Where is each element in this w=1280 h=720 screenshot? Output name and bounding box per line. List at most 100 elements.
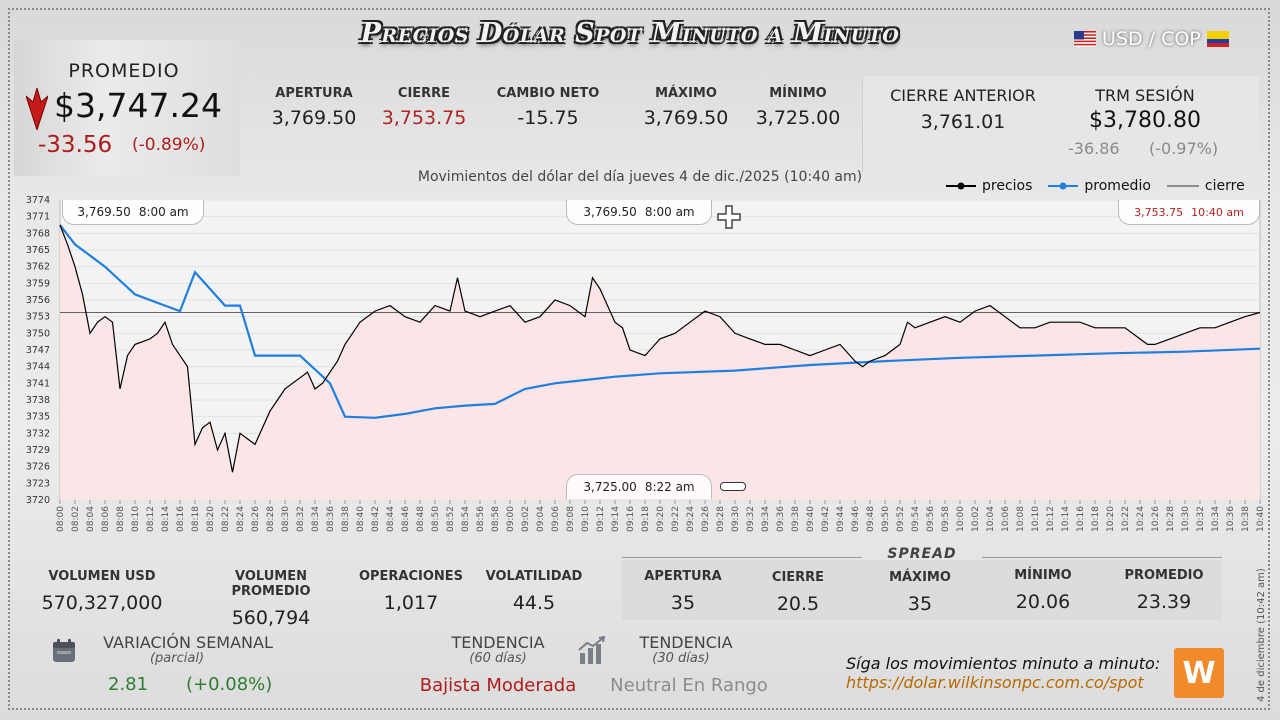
stat-label: CIERRE (397, 86, 451, 101)
x-tick-label: 09:02 (521, 506, 531, 532)
x-tick-label: 10:40 (1256, 506, 1266, 532)
y-tick-label: 3756 (26, 295, 50, 306)
x-tick-label: 10:24 (1136, 506, 1146, 532)
x-tick-label: 10:28 (1166, 506, 1176, 532)
x-tick-label: 10:30 (1181, 506, 1191, 532)
x-tick-label: 10:34 (1211, 506, 1221, 532)
legend-cierre: cierre (1166, 178, 1245, 194)
x-tick-label: 08:48 (416, 506, 426, 532)
stat-maximo: MÁXIMO 3,769.50 (634, 86, 738, 129)
spread-title: SPREAD (887, 546, 957, 562)
x-tick-label: 08:18 (191, 506, 201, 532)
x-tick-label: 09:52 (896, 506, 906, 532)
promedio-line (59, 224, 1261, 419)
promedio-change: -33.56 (38, 132, 113, 158)
spread-maximo: MÁXIMO 35 (866, 570, 974, 615)
stat-value: 44.5 (512, 592, 556, 614)
y-tick-label: 3723 (26, 478, 50, 489)
us-flag-icon (1074, 31, 1096, 47)
stat-label: APERTURA (275, 86, 353, 101)
x-tick-label: 10:02 (971, 506, 981, 532)
y-tick-label: 3720 (26, 495, 50, 506)
spread-value: 20.5 (776, 593, 820, 615)
stat-label: VOLUMEN PROMEDIO (231, 569, 311, 599)
x-tick-label: 08:42 (371, 506, 381, 532)
variacion-pct: (+0.08%) (186, 674, 273, 695)
x-tick-label: 08:24 (236, 506, 246, 532)
x-tick-label: 09:10 (581, 506, 591, 532)
x-tick-label: 09:04 (536, 506, 546, 532)
x-tick-label: 08:50 (431, 506, 441, 532)
x-tick-label: 10:18 (1091, 506, 1101, 532)
y-tick-label: 3732 (26, 428, 50, 439)
x-tick-label: 08:32 (296, 506, 306, 532)
annotation-value: 3,769.50 (77, 205, 131, 219)
x-tick-label: 10:26 (1151, 506, 1161, 532)
x-tick-label: 09:12 (596, 506, 606, 532)
legend-precios-label: precios (982, 178, 1033, 194)
spread-label: MÁXIMO (889, 570, 951, 585)
x-tick-label: 09:22 (671, 506, 681, 532)
y-tick-label: 3765 (26, 245, 50, 256)
stat-minimo: MÍNIMO 3,725.00 (746, 86, 850, 129)
footer-cta: Síga los movimientos minuto a minuto: (846, 654, 1161, 673)
x-tick-label: 08:28 (266, 506, 276, 532)
scroll-handle[interactable] (720, 482, 746, 491)
footer-date-vertical: 4 de diciembre (10:42 am) (1256, 568, 1267, 702)
x-tick-label: 08:00 (56, 506, 66, 532)
x-tick-label: 08:38 (341, 506, 351, 532)
y-tick-label: 3729 (26, 445, 50, 456)
x-tick-label: 09:20 (656, 506, 666, 532)
down-arrow-icon (26, 88, 48, 130)
x-tick-label: 09:28 (716, 506, 726, 532)
x-tick-label: 10:04 (986, 506, 996, 532)
legend-cierre-label: cierre (1204, 178, 1245, 194)
x-tick-label: 09:58 (941, 506, 951, 532)
trm-label: TRM SESIÓN (1095, 86, 1195, 105)
x-tick-label: 09:32 (746, 506, 756, 532)
annotation-max: 3,769.50 8:00 am (566, 200, 712, 225)
annotation-value: 3,769.50 (583, 205, 637, 219)
stat-value: 1,017 (383, 592, 439, 614)
y-tick-label: 3738 (26, 395, 50, 406)
annotation-open: 3,769.50 8:00 am (62, 200, 204, 225)
x-tick-label: 09:46 (851, 506, 861, 532)
x-tick-label: 10:20 (1106, 506, 1116, 532)
spread-cierre: CIERRE 20.5 (744, 570, 852, 615)
promedio-label: PROMEDIO (68, 60, 180, 82)
annotation-value: 3,725.00 (583, 480, 637, 494)
x-tick-label: 08:20 (206, 506, 216, 532)
stat-volumen-usd: VOLUMEN USD 570,327,000 (30, 569, 174, 614)
footer-url[interactable]: https://dolar.wilkinsonpc.com.co/spot (846, 673, 1144, 692)
spread-label: PROMEDIO (1124, 568, 1204, 583)
y-tick-label: 3762 (26, 262, 50, 273)
stat-cambio-neto: CAMBIO NETO -15.75 (488, 86, 608, 129)
stat-label: MÍNIMO (769, 86, 827, 101)
x-tick-label: 09:44 (836, 506, 846, 532)
x-tick-label: 09:40 (806, 506, 816, 532)
x-tick-label: 08:02 (71, 506, 81, 532)
legend-promedio-label: promedio (1084, 178, 1151, 194)
stat-value: 3,725.00 (755, 107, 841, 129)
tendencia60-label: TENDENCIA (451, 633, 545, 652)
price-chart[interactable]: 3720 3723 3726 3729 3732 3735 3738 3741 3744 3747… (0, 192, 1280, 548)
cierre-anterior-label: CIERRE ANTERIOR (890, 86, 1036, 105)
tendencia60-value: Bajista Moderada (419, 675, 577, 696)
precios-area-fill (60, 225, 1260, 500)
crosshair-icon[interactable] (716, 204, 742, 230)
variacion-value: 2.81 (108, 674, 149, 695)
x-tick-label: 08:46 (401, 506, 411, 532)
x-tick-label: 08:06 (101, 506, 111, 532)
logo-letter: W (1182, 655, 1216, 691)
spread-value: 35 (907, 593, 933, 615)
y-tick-label: 3771 (26, 212, 50, 223)
logo-icon[interactable]: W (1174, 648, 1224, 698)
stat-operaciones: OPERACIONES 1,017 (356, 569, 466, 614)
spread-minimo: MÍNIMO 20.06 (988, 568, 1098, 613)
currency-pair: USD / COP (1074, 28, 1229, 50)
x-tick-label: 09:36 (776, 506, 786, 532)
stat-label: MÁXIMO (655, 86, 717, 101)
x-tick-label: 10:10 (1031, 506, 1041, 532)
legend-precios-swatch (946, 182, 976, 190)
x-tick-label: 08:44 (386, 506, 396, 532)
